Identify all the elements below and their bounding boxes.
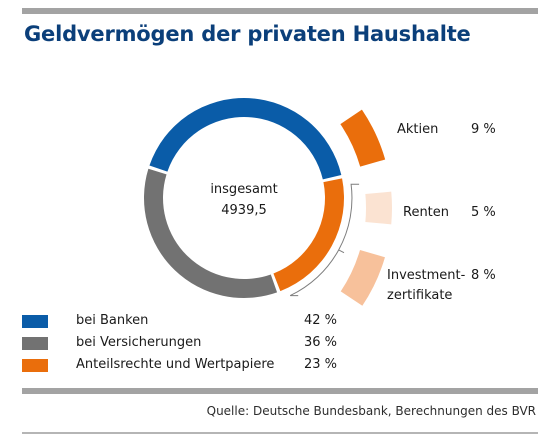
breakdown-label-investment-zertifikate-line-2: zertifikate xyxy=(387,288,452,303)
breakdown-segment-investment-zertifikate xyxy=(340,249,385,306)
breakdown-value-investment-zertifikate: 8 % xyxy=(471,268,496,283)
legend-label-banken: bei Banken xyxy=(76,313,149,328)
donut-segments xyxy=(143,97,344,299)
legend-swatch-versicherungen xyxy=(22,337,48,350)
legend-item-anteilsrechte: Anteilsrechte und Wertpapiere 23 % xyxy=(22,356,342,378)
legend-item-versicherungen: bei Versicherungen 36 % xyxy=(22,334,342,356)
breakdown-label-renten: Renten xyxy=(403,205,449,220)
legend-label-anteilsrechte: Anteilsrechte und Wertpapiere xyxy=(76,357,275,372)
bottom-rule xyxy=(22,388,538,394)
breakdown-segments xyxy=(340,109,393,306)
breakdown-segment-aktien xyxy=(340,109,386,167)
legend-swatch-anteilsrechte xyxy=(22,359,48,372)
breakdown-label-aktien: Aktien xyxy=(397,122,438,137)
donut-segment-bei-banken xyxy=(149,97,342,180)
chart-title: Geldvermögen der privaten Haushalte xyxy=(24,22,471,46)
legend-swatch-banken xyxy=(22,315,48,328)
top-rule xyxy=(22,8,538,14)
breakdown-labels: Aktien 9 % Renten 5 % Investment-zertifikate… xyxy=(387,122,496,303)
center-label-total-caption: insgesamt xyxy=(210,182,277,197)
breakdown-bracket xyxy=(289,183,360,297)
breakdown-segment-renten xyxy=(365,191,393,225)
donut-segment-anteilsrechte-und-wertpapiere xyxy=(273,178,344,292)
center-label-total-value: 4939,5 xyxy=(221,203,267,218)
breakdown-value-renten: 5 % xyxy=(471,205,496,220)
legend-value-versicherungen: 36 % xyxy=(304,335,338,350)
source-note: Quelle: Deutsche Bundesbank, Berechnunge… xyxy=(206,404,536,418)
legend-label-versicherungen: bei Versicherungen xyxy=(76,335,202,350)
donut-segment-bei-versicherungen xyxy=(143,168,278,299)
footer-rule xyxy=(22,432,538,434)
legend-value-anteilsrechte: 23 % xyxy=(304,357,338,372)
breakdown-value-aktien: 9 % xyxy=(471,122,496,137)
legend-value-banken: 42 % xyxy=(304,313,338,328)
breakdown-label-investment-zertifikate-line-1: Investment- xyxy=(387,268,466,283)
legend-item-banken: bei Banken 42 % xyxy=(22,312,342,334)
legend: bei Banken 42 % bei Versicherungen 36 % … xyxy=(22,312,342,378)
